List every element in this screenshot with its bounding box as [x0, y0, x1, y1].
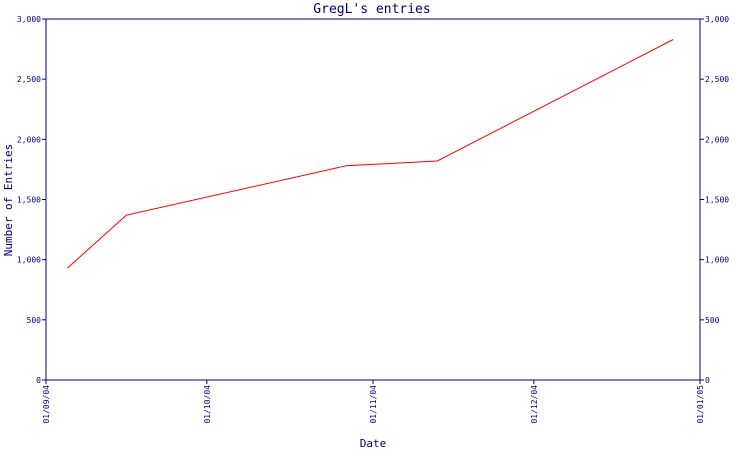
- x-tick-label: 01/09/04: [42, 385, 51, 424]
- y-tick-label-left: 500: [27, 316, 42, 325]
- x-axis: 01/09/04 01/10/04 01/11/04 01/12/04 01/01/05: [42, 380, 705, 424]
- y-axis-label: Number of Entries: [2, 144, 15, 257]
- x-tick-label: 01/11/04: [369, 385, 378, 424]
- x-tick-label: 01/12/04: [530, 385, 539, 424]
- chart-title: GregL's entries: [313, 2, 430, 17]
- y-tick-label-right: 3,000: [705, 15, 729, 24]
- left-y-axis: 0 500 1,000 1,500 2,000 2,500 3,000: [17, 15, 46, 385]
- y-tick-label-left: 1,000: [17, 256, 41, 265]
- right-y-axis: 0 500 1,000 1,500 2,000 2,500 3,000: [700, 15, 729, 385]
- y-tick-label-left: 2,000: [17, 135, 41, 144]
- x-axis-label: Date: [360, 437, 387, 450]
- series-layer: [67, 39, 674, 269]
- y-tick-label-left: 0: [36, 376, 41, 385]
- series-line: [67, 39, 674, 269]
- y-tick-label-right: 1,500: [705, 196, 729, 205]
- y-tick-label-right: 2,500: [705, 75, 729, 84]
- y-tick-label-right: 2,000: [705, 135, 729, 144]
- y-tick-label-right: 500: [705, 316, 720, 325]
- x-tick-label: 01/01/05: [696, 385, 705, 424]
- y-tick-label-right: 1,000: [705, 256, 729, 265]
- y-tick-label-right: 0: [705, 376, 710, 385]
- plot-area-frame: [45, 18, 701, 381]
- x-tick-label: 01/10/04: [203, 385, 212, 424]
- y-tick-label-left: 1,500: [17, 196, 41, 205]
- y-tick-label-left: 2,500: [17, 75, 41, 84]
- y-tick-label-left: 3,000: [17, 15, 41, 24]
